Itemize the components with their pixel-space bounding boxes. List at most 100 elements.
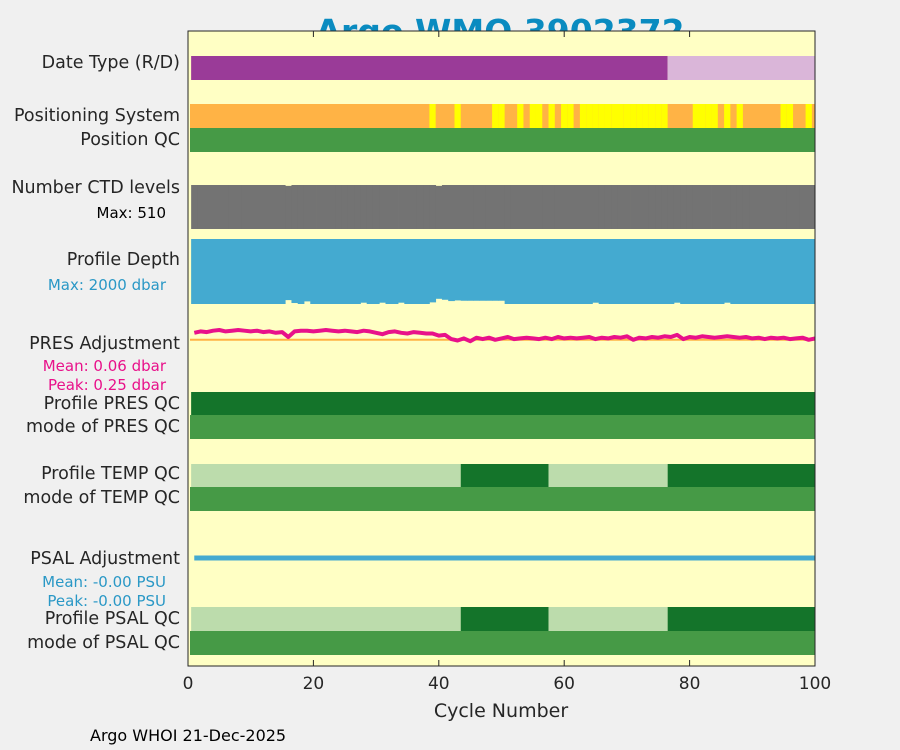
profile-depth-bar — [510, 239, 518, 304]
ctd-levels-bar — [573, 185, 581, 229]
plot-frame — [187, 30, 816, 667]
ctd-levels-bar — [416, 185, 424, 229]
profile-depth-bar — [391, 239, 399, 304]
profile-temp-qc-segment — [460, 464, 549, 487]
positioning-other-segment — [586, 104, 593, 128]
profile-depth-bar — [667, 239, 675, 304]
ctd-levels-bar — [241, 185, 248, 229]
ctd-levels-bar — [510, 185, 518, 229]
profile-depth-bar — [598, 239, 606, 304]
ctd-levels-bar — [673, 185, 681, 229]
profile-depth-bar — [366, 239, 374, 304]
x-tick-label: 40 — [427, 674, 450, 694]
ctd-levels-bar — [247, 185, 255, 229]
profile-depth-bar — [197, 239, 205, 304]
profile-depth-bar — [272, 239, 280, 304]
ctd-levels-bar — [579, 185, 587, 229]
ctd-levels-bar — [717, 185, 725, 229]
ctd-levels-bar — [692, 185, 700, 229]
profile-depth-bar — [724, 239, 731, 303]
profile-depth-bar — [573, 239, 581, 304]
row-label-profile-temp-qc: Profile TEMP QC — [41, 464, 180, 484]
profile-depth-bar — [535, 239, 543, 304]
date-type-bar — [191, 56, 668, 80]
profile-depth-bar — [467, 239, 474, 301]
ctd-levels-bar — [485, 185, 493, 229]
profile-depth-bar — [623, 239, 631, 304]
row-label-ctd-levels: Number CTD levels — [11, 178, 180, 198]
ctd-levels-bar — [379, 185, 386, 229]
profile-depth-bar — [310, 239, 317, 304]
profile-depth-bar — [774, 239, 781, 304]
profile-depth-bar — [523, 239, 531, 304]
ctd-levels-bar — [303, 185, 311, 229]
profile-depth-bar — [341, 239, 349, 304]
ctd-levels-bar — [761, 185, 769, 229]
profile-depth-bar — [253, 239, 261, 304]
row-label-position-qc: Position QC — [80, 130, 180, 150]
profile-depth-bar — [799, 239, 806, 304]
ctd-levels-bar — [642, 185, 650, 229]
positioning-other-segment — [805, 104, 812, 128]
profile-depth-bar — [793, 239, 800, 304]
positioning-other-segment — [724, 104, 731, 128]
positioning-other-segment — [498, 104, 505, 128]
positioning-other-segment — [579, 104, 587, 128]
profile-depth-bar — [209, 239, 217, 304]
profile-depth-bar — [335, 239, 343, 304]
ctd-levels-bar — [561, 185, 568, 229]
ctd-levels-bar — [598, 185, 606, 229]
ctd-levels-bar — [667, 185, 675, 229]
ctd-levels-bar — [535, 185, 543, 229]
ctd-levels-bar — [235, 185, 242, 229]
ctd-levels-bar — [636, 185, 643, 229]
ctd-levels-bar — [460, 185, 468, 229]
ctd-levels-bar — [297, 185, 305, 229]
profile-depth-bar — [291, 239, 299, 304]
profile-temp-qc-segment — [191, 464, 461, 487]
ctd-levels-bar — [517, 185, 524, 229]
profile-depth-bar — [730, 239, 738, 304]
profile-depth-bar — [266, 239, 274, 304]
profile-depth-bar — [579, 239, 587, 304]
profile-temp-qc-segment — [667, 464, 815, 487]
row-label-mode-psal-qc: mode of PSAL QC — [27, 633, 180, 653]
ctd-levels-bar — [742, 185, 750, 229]
ctd-levels-bar — [228, 185, 236, 229]
ctd-levels-bar — [341, 185, 349, 229]
profile-depth-bar — [617, 239, 625, 304]
positioning-other-segment — [786, 104, 794, 128]
ctd-levels-bar — [705, 185, 712, 229]
ctd-levels-bar — [736, 185, 744, 229]
ctd-levels-bar — [473, 185, 480, 229]
ctd-levels-bar — [767, 185, 775, 229]
ctd-levels-bar — [661, 185, 669, 229]
ctd-levels-bar — [191, 185, 198, 229]
positioning-other-segment — [548, 104, 555, 128]
ctd-levels-bar — [648, 185, 656, 229]
ctd-levels-bar — [423, 185, 430, 229]
profile-depth-bar — [460, 239, 468, 301]
footer-credit: Argo WHOI 21-Dec-2025 — [90, 726, 287, 745]
ctd-levels-bar — [811, 185, 816, 229]
profile-depth-bar — [636, 239, 643, 304]
profile-depth-bar — [554, 239, 562, 304]
profile-depth-bar — [611, 239, 618, 304]
profile-depth-bar — [479, 239, 487, 301]
ctd-levels-bar — [203, 185, 211, 229]
ctd-levels-bar — [260, 185, 267, 229]
ctd-levels-bar — [316, 185, 324, 229]
profile-depth-bar — [661, 239, 669, 304]
ctd-levels-bar — [197, 185, 205, 229]
profile-psal-qc-segment — [667, 607, 815, 631]
positioning-other-segment — [648, 104, 656, 128]
profile-depth-bar — [592, 239, 600, 303]
ctd-levels-bar — [623, 185, 631, 229]
row-label-psal-adjustment: PSAL Adjustment — [30, 549, 180, 569]
profile-depth-bar — [630, 239, 637, 304]
ctd-levels-bar — [523, 185, 531, 229]
positioning-other-segment — [561, 104, 568, 128]
profile-depth-bar — [755, 239, 763, 304]
positioning-other-segment — [623, 104, 631, 128]
